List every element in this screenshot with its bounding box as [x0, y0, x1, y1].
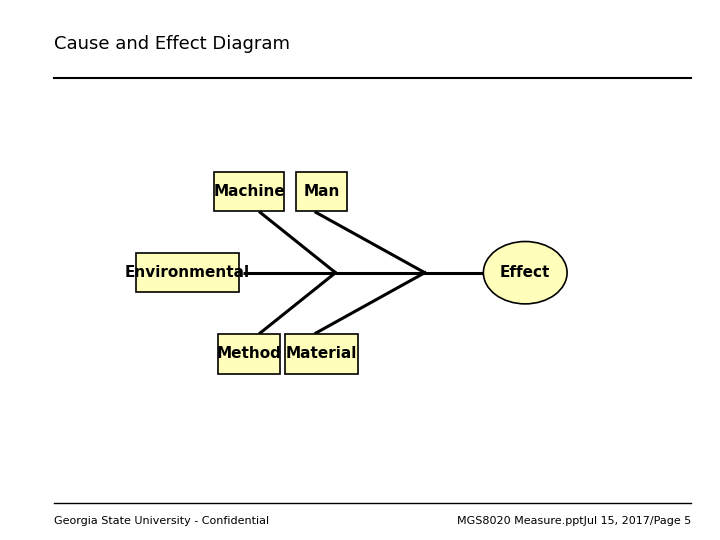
Text: Method: Method [217, 346, 282, 361]
Text: MGS8020 Measure.pptJul 15, 2017/Page 5: MGS8020 Measure.pptJul 15, 2017/Page 5 [457, 516, 691, 526]
Circle shape [483, 241, 567, 304]
Text: Material: Material [286, 346, 357, 361]
FancyBboxPatch shape [218, 334, 279, 374]
Text: Man: Man [303, 184, 340, 199]
FancyBboxPatch shape [136, 253, 239, 293]
Text: Environmental: Environmental [125, 265, 251, 280]
Text: Effect: Effect [500, 265, 550, 280]
FancyBboxPatch shape [285, 334, 358, 374]
FancyBboxPatch shape [297, 172, 347, 211]
FancyBboxPatch shape [214, 172, 284, 211]
Text: Georgia State University - Confidential: Georgia State University - Confidential [54, 516, 269, 526]
Text: Machine: Machine [213, 184, 285, 199]
Text: Cause and Effect Diagram: Cause and Effect Diagram [54, 35, 290, 53]
